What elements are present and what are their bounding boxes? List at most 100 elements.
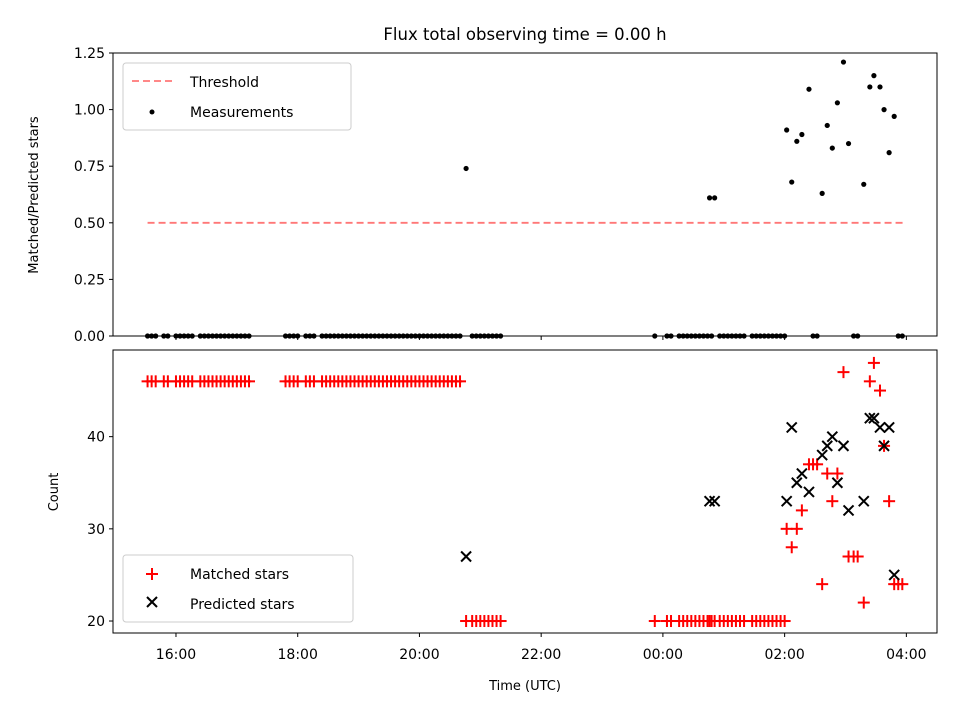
x-tick-label: 00:00 bbox=[643, 647, 683, 663]
matched-star-point bbox=[795, 504, 808, 517]
matched-star-point bbox=[831, 467, 844, 480]
bottom-y-tick-label: 20 bbox=[87, 614, 105, 630]
matched-star-point bbox=[708, 615, 721, 628]
matched-star-point bbox=[816, 578, 829, 591]
measurement-point bbox=[712, 195, 718, 201]
top-y-axis: 0.00 0.25 0.50 0.75 1.00 1.25 bbox=[74, 46, 113, 345]
matched-star-point bbox=[837, 366, 850, 379]
predicted-star-point bbox=[826, 430, 839, 443]
threshold-legend-label: Threshold bbox=[189, 75, 259, 91]
bottom-y-tick-label: 40 bbox=[87, 430, 105, 446]
measurement-point bbox=[861, 181, 867, 187]
matched-star-point bbox=[494, 615, 507, 628]
bottom-plot-frame bbox=[112, 349, 938, 634]
top-legend-box bbox=[122, 62, 352, 131]
predicted-star-point bbox=[888, 569, 900, 581]
measurement-point bbox=[891, 113, 897, 119]
bottom-y-tick-label: 30 bbox=[87, 522, 105, 538]
predicted-star-point bbox=[703, 495, 716, 507]
bottom-y-axis: 20 30 40 bbox=[87, 430, 113, 630]
matched-star-point bbox=[454, 375, 467, 388]
predicted-star-point bbox=[780, 495, 793, 507]
x-tick-label: 22:00 bbox=[521, 647, 561, 663]
matched-star-point bbox=[821, 467, 834, 480]
matched-legend-swatch bbox=[146, 568, 158, 580]
measurement-point bbox=[877, 84, 883, 90]
matched-star-point bbox=[243, 375, 256, 388]
matched-star-point bbox=[826, 495, 839, 508]
predicted-star-points bbox=[460, 412, 900, 581]
matched-star-point bbox=[648, 615, 661, 628]
matched-star-points bbox=[141, 356, 909, 628]
measurement-point bbox=[834, 100, 840, 106]
measurement-points bbox=[144, 59, 905, 339]
measurements-legend-swatch bbox=[149, 109, 155, 115]
top-y-tick-label: 0.50 bbox=[74, 216, 105, 232]
predicted-star-point bbox=[864, 412, 876, 424]
matched-star-point bbox=[883, 495, 896, 508]
measurement-point bbox=[706, 195, 713, 201]
bottom-panel: 20 30 40 16:00 18:00 20:00 22:00 00:00 02:00 04:… bbox=[47, 349, 938, 694]
predicted-star-point bbox=[842, 504, 855, 517]
top-panel: 0.00 0.25 0.50 0.75 1.00 1.25 Matched/Predict… bbox=[27, 46, 938, 345]
matched-star-point bbox=[851, 550, 864, 563]
top-legend: Threshold Measurements bbox=[122, 62, 352, 131]
measurement-point bbox=[794, 138, 800, 144]
measurement-point bbox=[840, 59, 847, 65]
predicted-star-point bbox=[796, 467, 808, 480]
measurement-point bbox=[886, 150, 892, 156]
measurement-point bbox=[829, 145, 835, 151]
matched-star-point bbox=[896, 578, 909, 591]
matched-star-point bbox=[863, 375, 876, 388]
chart-title: Flux total observing time = 0.00 h bbox=[383, 25, 666, 44]
predicted-star-point bbox=[816, 449, 828, 461]
matched-star-point bbox=[778, 615, 791, 628]
predicted-star-point bbox=[786, 421, 798, 434]
predicted-star-point bbox=[821, 440, 833, 452]
measurement-point bbox=[463, 165, 469, 172]
predicted-star-point bbox=[803, 486, 815, 498]
predicted-star-point bbox=[878, 440, 890, 452]
bottom-legend-box bbox=[122, 554, 354, 623]
top-y-tick-label: 1.25 bbox=[74, 46, 105, 62]
measurement-point bbox=[871, 73, 877, 79]
top-plot-frame bbox=[112, 52, 938, 337]
matched-star-point bbox=[785, 541, 798, 554]
predicted-legend-label: Predicted stars bbox=[190, 597, 295, 613]
measurement-point bbox=[845, 140, 852, 147]
predicted-star-point bbox=[868, 412, 880, 424]
matched-star-point bbox=[780, 522, 793, 535]
x-tick-label: 02:00 bbox=[764, 647, 804, 663]
predicted-legend-swatch bbox=[146, 596, 158, 608]
top-y-tick-label: 0.00 bbox=[74, 329, 105, 345]
bottom-legend: Matched stars Predicted stars bbox=[122, 554, 354, 623]
x-tick-label: 16:00 bbox=[156, 647, 196, 663]
predicted-star-point bbox=[858, 495, 870, 507]
predicted-star-point bbox=[831, 477, 844, 489]
matched-legend-label: Matched stars bbox=[190, 567, 289, 583]
bottom-x-axis: 16:00 18:00 20:00 22:00 00:00 02:00 04:00 bbox=[156, 633, 927, 663]
x-axis-label: Time (UTC) bbox=[488, 679, 561, 694]
x-tick-label: 20:00 bbox=[399, 647, 439, 663]
matched-star-point bbox=[857, 596, 870, 609]
measurement-point bbox=[789, 179, 795, 185]
measurement-point bbox=[799, 131, 805, 138]
x-tick-label: 18:00 bbox=[278, 647, 318, 663]
measurement-point bbox=[881, 107, 887, 113]
measurement-point bbox=[806, 86, 812, 92]
predicted-star-point bbox=[837, 440, 850, 452]
predicted-star-point bbox=[460, 550, 472, 563]
measurements-legend-label: Measurements bbox=[190, 105, 293, 121]
top-y-tick-label: 0.25 bbox=[74, 272, 105, 288]
top-y-axis-label: Matched/Predicted stars bbox=[27, 116, 42, 274]
measurement-point bbox=[824, 122, 830, 129]
predicted-star-point bbox=[883, 421, 895, 434]
matched-star-point bbox=[790, 522, 803, 535]
top-y-tick-label: 1.00 bbox=[74, 103, 105, 119]
top-y-tick-label: 0.75 bbox=[74, 159, 105, 175]
measurement-point bbox=[867, 84, 873, 90]
predicted-star-point bbox=[791, 477, 803, 489]
matched-star-point bbox=[873, 384, 886, 397]
measurement-point bbox=[819, 190, 825, 196]
